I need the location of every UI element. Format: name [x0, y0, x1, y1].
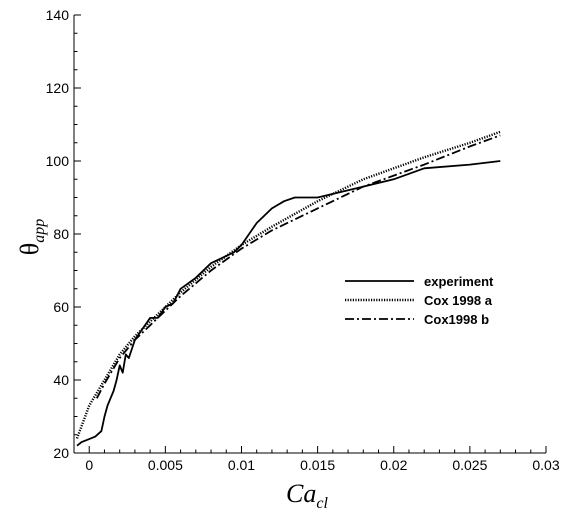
- x-tick-label: 0.025: [452, 457, 487, 473]
- y-tick-label: 140: [46, 7, 70, 23]
- legend-label: Cox1998 b: [424, 312, 489, 327]
- y-axis-title-sub: app: [31, 219, 48, 243]
- ticks-layer: 0 0.005 0.01 0.015 0.02 0.025 0.03 20 40 60 80 100 1…: [46, 7, 560, 473]
- series-line-2: [75, 130, 501, 439]
- y-axis-title: θapp: [15, 219, 48, 255]
- y-tick-label: 120: [46, 80, 70, 96]
- legend-label: experiment: [424, 274, 494, 289]
- y-tick-label: 40: [53, 372, 69, 388]
- y-axis-title-main: θ: [15, 243, 44, 255]
- x-tick-label: 0.015: [300, 457, 335, 473]
- legend: experiment Cox 1998 a Cox1998 b: [345, 274, 494, 327]
- y-tick-label: 60: [53, 299, 69, 315]
- y-tick-label: 20: [53, 445, 69, 461]
- x-axis-title: Cacl: [286, 479, 328, 512]
- x-tick-label: 0.02: [380, 457, 407, 473]
- legend-label: Cox 1998 a: [424, 293, 493, 308]
- x-tick-label: 0.01: [228, 457, 255, 473]
- x-tick-label: 0.005: [148, 457, 183, 473]
- x-tick-label: 0.03: [532, 457, 559, 473]
- x-axis-title-main: Ca: [286, 479, 316, 508]
- plot-frame: [73, 15, 546, 454]
- series-line-3: [96, 134, 501, 399]
- y-tick-label: 100: [46, 153, 70, 169]
- y-tick-label: 80: [53, 226, 69, 242]
- x-tick-label: 0: [85, 457, 93, 473]
- series-layer: [75, 130, 501, 447]
- x-axis-title-sub: cl: [316, 495, 328, 512]
